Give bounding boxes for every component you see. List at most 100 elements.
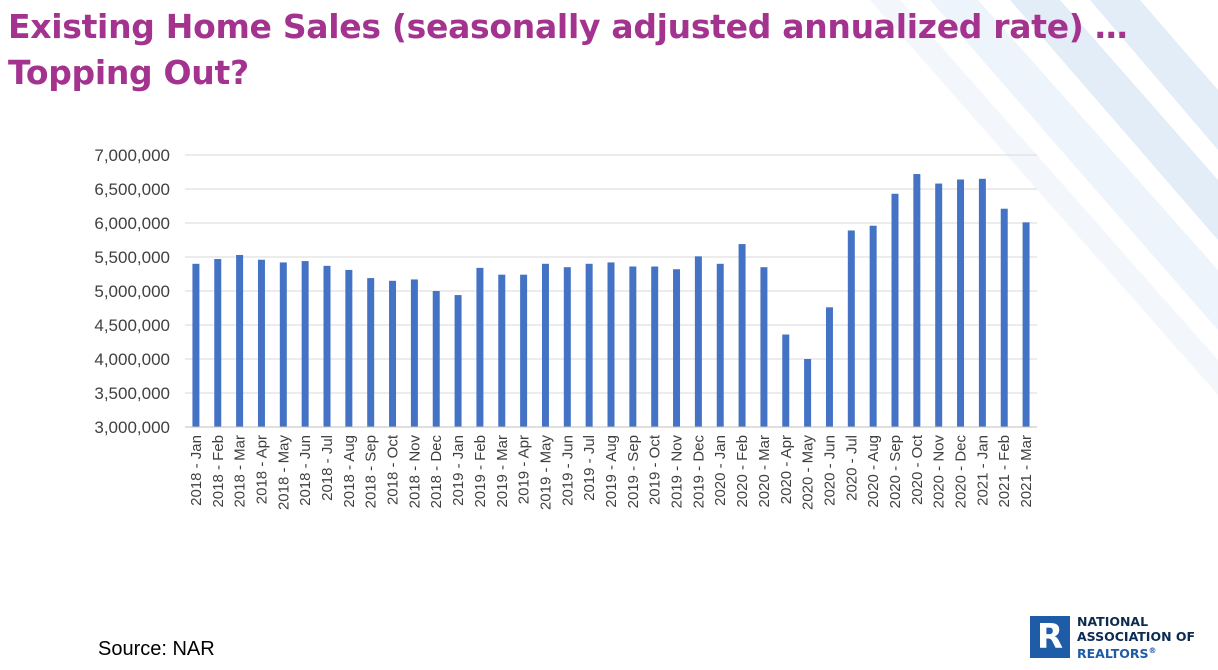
registered-mark: ® (1148, 646, 1157, 655)
bar (1000, 208, 1008, 427)
bar (389, 280, 397, 427)
bar (673, 269, 681, 427)
x-tick-label: 2020 - Mar (756, 435, 773, 508)
logo-line-1: NATIONAL (1077, 614, 1149, 629)
logo-wordmark: NATIONAL ASSOCIATION OF REALTORS® (1077, 614, 1196, 662)
bar (978, 178, 986, 427)
y-tick-label: 6,000,000 (94, 214, 170, 233)
x-tick-label: 2018 - Apr (253, 435, 270, 504)
x-tick-label: 2019 - Nov (669, 435, 686, 509)
y-tick-label: 3,500,000 (94, 384, 170, 403)
nar-logo: R NATIONAL ASSOCIATION OF REALTORS® (1030, 614, 1210, 662)
background-stripe (1090, 0, 1218, 150)
x-tick-label: 2020 - Jun (821, 435, 838, 506)
x-tick-label: 2020 - Sep (887, 435, 904, 508)
logo-line-2: ASSOCIATION OF (1077, 628, 1196, 644)
bar (825, 307, 833, 427)
bar (913, 174, 921, 427)
x-tick-label: 2020 - May (800, 435, 817, 511)
x-tick-label: 2019 - Dec (690, 435, 707, 509)
bar (279, 262, 287, 427)
bar (847, 230, 855, 427)
bar (432, 291, 440, 427)
y-tick-label: 4,000,000 (94, 350, 170, 369)
bar (541, 263, 549, 427)
x-tick-label: 2019 - Jun (559, 435, 576, 506)
background-stripe (870, 0, 1218, 395)
bar (891, 193, 899, 427)
bar (214, 259, 222, 427)
x-tick-label: 2018 - Aug (341, 435, 358, 508)
bar (476, 267, 484, 427)
x-tick-label: 2021 - Mar (1018, 435, 1035, 508)
x-tick-label: 2019 - Oct (647, 434, 664, 505)
x-tick-label: 2018 - Nov (406, 435, 423, 509)
slide-title: Existing Home Sales (seasonally adjusted… (8, 4, 1208, 96)
x-tick-label: 2018 - Jun (297, 435, 314, 506)
bar (738, 244, 746, 427)
x-tick-label: 2018 - Oct (385, 434, 402, 505)
x-tick-label: 2019 - Jul (581, 435, 598, 501)
y-tick-label: 5,000,000 (94, 282, 170, 301)
bar (585, 263, 593, 427)
x-tick-label: 2020 - Oct (909, 434, 926, 505)
bar (869, 225, 877, 427)
x-tick-label: 2019 - Feb (472, 435, 489, 508)
bar (257, 259, 265, 427)
logo-line-3: REALTORS (1077, 646, 1149, 662)
x-tick-label: 2019 - May (537, 435, 554, 511)
bar (410, 279, 418, 427)
bar (498, 274, 506, 427)
x-tick-label: 2018 - Dec (428, 435, 445, 509)
y-axis-tick-labels: 3,000,000 3,500,000 4,000,000 4,500,000 5,00… (94, 146, 170, 437)
bar (1022, 222, 1030, 427)
x-tick-label: 2019 - Sep (625, 435, 642, 508)
bar (629, 266, 637, 427)
x-tick-label: 2019 - Jan (450, 435, 467, 506)
bar (345, 269, 353, 427)
bar (607, 262, 615, 427)
bar (957, 179, 965, 427)
x-tick-label: 2018 - Mar (232, 435, 249, 508)
x-tick-label: 2019 - Aug (603, 435, 620, 508)
x-tick-label: 2020 - Apr (778, 435, 795, 504)
bar (760, 267, 768, 427)
slide-title-line-2: Topping Out? (8, 53, 249, 92)
x-tick-label: 2018 - May (275, 435, 292, 511)
y-tick-label: 6,500,000 (94, 180, 170, 199)
x-tick-label: 2018 - Feb (210, 435, 227, 508)
bar (935, 183, 943, 427)
x-tick-label: 2020 - Jul (843, 435, 860, 501)
y-tick-label: 3,000,000 (94, 418, 170, 437)
x-tick-label: 2020 - Aug (865, 435, 882, 508)
bars (192, 174, 1030, 427)
bar (323, 265, 331, 427)
x-tick-label: 2021 - Jan (974, 435, 991, 506)
bar (520, 274, 528, 427)
background-stripe (1010, 0, 1218, 240)
bar (716, 263, 724, 427)
x-tick-label: 2018 - Jul (319, 435, 336, 501)
x-tick-label: 2019 - Mar (494, 435, 511, 508)
y-tick-label: 7,000,000 (94, 146, 170, 165)
bar (804, 359, 812, 427)
y-tick-label: 4,500,000 (94, 316, 170, 335)
realtor-r-icon: R (1030, 616, 1070, 658)
y-tick-label: 5,500,000 (94, 248, 170, 267)
x-tick-label: 2018 - Jan (188, 435, 205, 506)
x-tick-label: 2020 - Feb (734, 435, 751, 508)
x-tick-label: 2018 - Sep (363, 435, 380, 508)
x-tick-label: 2020 - Dec (953, 435, 970, 509)
bar (651, 266, 659, 427)
bar (782, 334, 790, 427)
bar (367, 278, 375, 427)
bar (301, 261, 309, 427)
bar (694, 256, 702, 427)
bar (236, 254, 244, 427)
bar (454, 295, 462, 427)
x-tick-label: 2021 - Feb (996, 435, 1013, 508)
x-tick-label: 2020 - Jan (712, 435, 729, 506)
bar (563, 267, 571, 427)
